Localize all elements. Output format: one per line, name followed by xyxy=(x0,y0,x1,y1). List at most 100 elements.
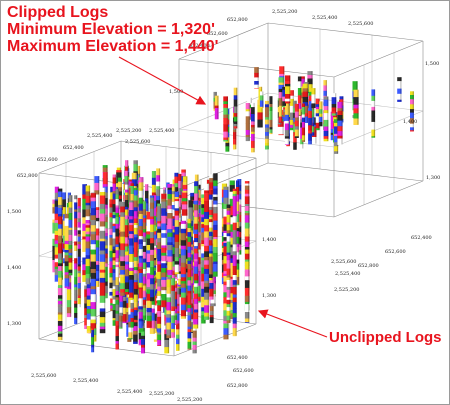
log-segment xyxy=(161,268,167,273)
log-segment xyxy=(164,339,170,348)
log-segment xyxy=(60,262,66,264)
log-segment xyxy=(120,201,125,207)
log-segment xyxy=(125,219,129,226)
log-segment xyxy=(171,237,175,245)
log-segment xyxy=(141,339,145,346)
log-segment xyxy=(265,127,269,133)
log-segment xyxy=(151,177,156,186)
log-segment xyxy=(181,204,188,210)
log-segment xyxy=(232,328,237,335)
log-shading xyxy=(300,76,302,116)
log-segment xyxy=(146,307,152,313)
log-cylinder xyxy=(213,173,218,277)
easting-label: 2,525,600 xyxy=(125,139,150,145)
log-segment xyxy=(129,292,134,299)
log-segment xyxy=(109,217,113,223)
log-segment xyxy=(99,254,106,263)
log-segment xyxy=(410,106,414,110)
log-segment xyxy=(194,286,199,295)
log-segment xyxy=(157,323,162,329)
log-segment xyxy=(174,197,180,200)
log-segment xyxy=(171,278,175,286)
log-segment xyxy=(54,230,60,236)
log-segment xyxy=(146,279,152,288)
log-segment xyxy=(115,295,119,298)
log-segment xyxy=(315,113,320,117)
log-segment xyxy=(204,257,209,261)
log-segment xyxy=(85,191,91,197)
log-segment xyxy=(410,99,414,105)
log-shading xyxy=(211,189,213,280)
log-segment xyxy=(223,323,229,329)
log-segment xyxy=(182,176,188,183)
log-segment xyxy=(315,122,320,129)
log-segment xyxy=(301,114,305,118)
log-segment xyxy=(229,180,235,186)
log-segment xyxy=(68,207,73,214)
log-segment xyxy=(58,259,63,264)
log-segment xyxy=(115,199,119,206)
log-segment xyxy=(68,272,73,276)
log-segment xyxy=(300,127,304,134)
clipped-logs-group xyxy=(213,66,414,154)
log-segment xyxy=(115,250,119,259)
log-segment xyxy=(229,224,235,233)
easting-label: 2,525,400 xyxy=(117,389,142,395)
elevation-label: 1,400 xyxy=(262,237,276,243)
log-segment xyxy=(204,218,209,226)
log-segment xyxy=(204,240,209,247)
log-segment xyxy=(174,183,179,188)
log-segment xyxy=(167,196,172,200)
log-segment xyxy=(138,219,143,227)
log-segment xyxy=(171,306,175,312)
log-segment xyxy=(117,177,122,182)
log-segment xyxy=(115,321,119,326)
log-segment xyxy=(146,321,152,328)
log-segment xyxy=(180,281,186,284)
log-segment xyxy=(174,210,180,216)
log-segment xyxy=(232,255,237,264)
log-segment xyxy=(204,260,209,266)
log-segment xyxy=(299,78,305,87)
log-cylinder xyxy=(233,87,238,129)
log-segment xyxy=(142,251,147,259)
log-segment xyxy=(174,261,180,265)
log-segment xyxy=(201,224,206,229)
log-segment xyxy=(133,195,138,201)
log-segment xyxy=(289,105,294,113)
log-segment xyxy=(142,222,147,230)
log-segment xyxy=(91,337,95,346)
log-segment xyxy=(232,297,237,303)
clipped-logs-annotation: Clipped Logs Minimum Elevation = 1,320' … xyxy=(7,4,218,55)
log-segment xyxy=(352,81,358,87)
log-segment xyxy=(188,200,193,208)
log-segment xyxy=(103,228,108,234)
log-segment xyxy=(226,252,231,256)
log-segment xyxy=(141,347,145,354)
log-segment xyxy=(84,296,88,304)
northing-label: 652,800 xyxy=(17,173,38,179)
log-segment xyxy=(85,231,91,235)
log-segment xyxy=(85,241,91,249)
log-segment xyxy=(146,262,152,268)
log-segment xyxy=(90,220,96,223)
log-segment xyxy=(251,127,255,133)
log-segment xyxy=(308,110,312,119)
log-shading xyxy=(184,220,186,319)
log-segment xyxy=(236,180,240,188)
log-segment xyxy=(99,261,106,271)
log-segment xyxy=(151,184,156,193)
log-segment xyxy=(124,282,130,290)
log-segment xyxy=(397,88,402,95)
log-segment xyxy=(294,120,299,127)
log-segment xyxy=(103,285,108,294)
log-segment xyxy=(138,330,143,334)
log-segment xyxy=(209,311,214,316)
log-segment xyxy=(153,258,157,261)
log-segment xyxy=(102,165,108,168)
log-segment xyxy=(182,182,188,186)
log-segment xyxy=(161,193,167,200)
log-segment xyxy=(117,181,122,188)
log-segment xyxy=(58,266,63,272)
log-cylinder xyxy=(157,203,162,346)
